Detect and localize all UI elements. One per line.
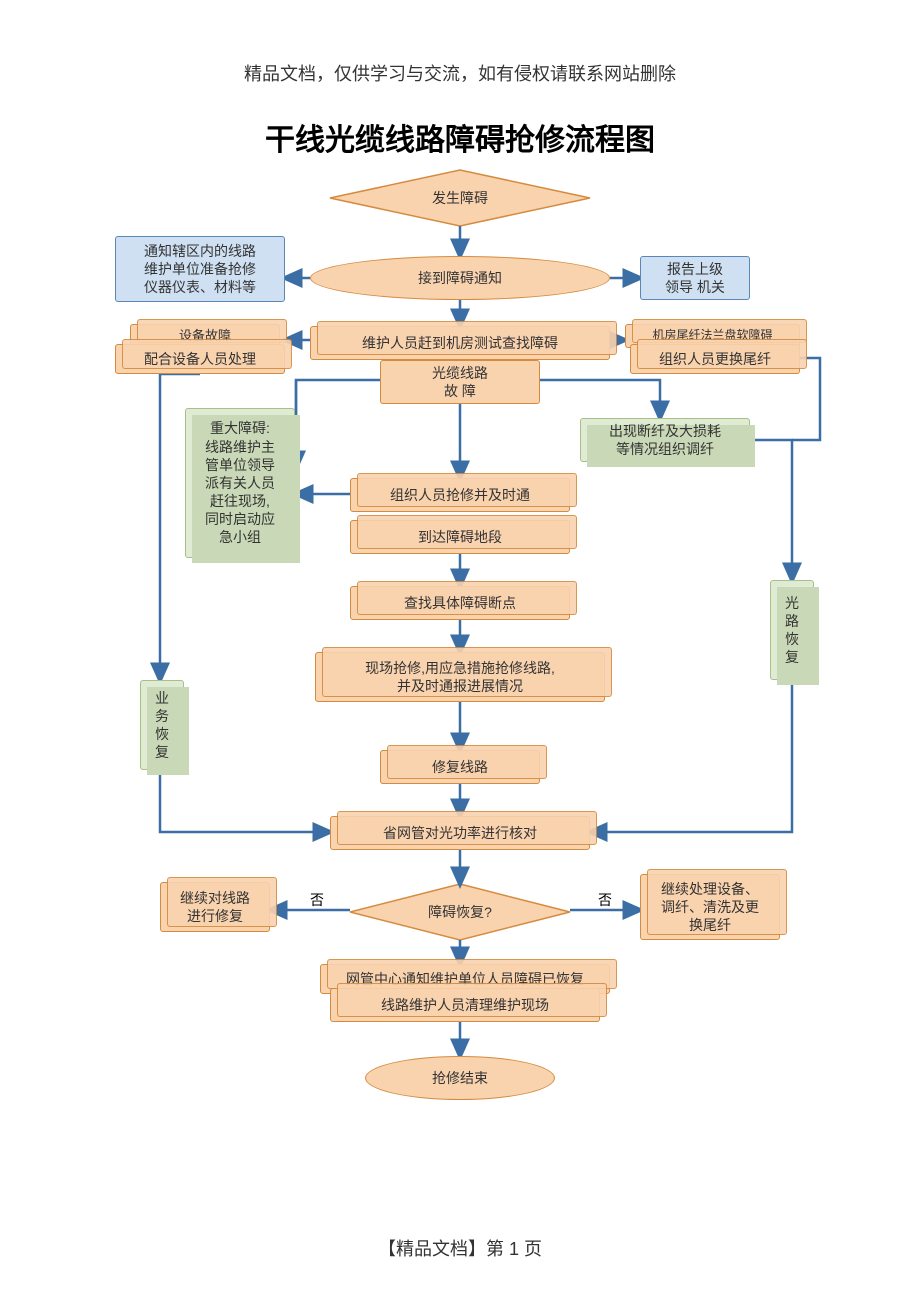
node-text-s1: 配合设备人员处理	[144, 350, 256, 368]
arrow-20	[750, 440, 792, 580]
node-text-r1: 继续对线路 进行修复	[180, 889, 250, 925]
node-text-g2: 出现断纤及大损耗 等情况组织调纤	[609, 422, 721, 458]
node-b2: 报告上级 领导 机关	[640, 256, 750, 300]
node-n3b: 光缆线路 故 障	[380, 360, 540, 404]
label-no_left: 否	[310, 890, 324, 910]
node-r1: 继续对线路 进行修复	[160, 882, 270, 932]
node-text-n9: 省网管对光功率进行核对	[383, 824, 537, 842]
label-no_right: 否	[598, 890, 612, 910]
node-text-n12: 抢修结束	[432, 1069, 488, 1087]
node-text-n1: 发生障碍	[432, 189, 488, 207]
main-title: 干线光缆线路障碍抢修流程图	[0, 115, 920, 159]
node-n5: 到达障碍地段	[350, 520, 570, 554]
node-text-n6: 查找具体障碍断点	[404, 594, 516, 612]
node-n10: 障碍恢复?	[350, 884, 570, 940]
node-n9: 省网管对光功率进行核对	[330, 816, 590, 850]
node-r2: 继续处理设备、 调纤、清洗及更 换尾纤	[640, 874, 780, 940]
node-g3: 业 务 恢 复	[140, 680, 184, 770]
node-text-n3: 维护人员赶到机房测试查找障碍	[362, 334, 558, 352]
node-text-n5: 到达障碍地段	[418, 528, 502, 546]
node-g1: 重大障碍: 线路维护主 管单位领导 派有关人员 赶往现场, 同时启动应 急小组	[185, 408, 295, 558]
node-n8: 修复线路	[380, 750, 540, 784]
node-text-g4: 光 路 恢 复	[785, 594, 799, 667]
node-n3: 维护人员赶到机房测试查找障碍	[310, 326, 610, 360]
node-text-g1: 重大障碍: 线路维护主 管单位领导 派有关人员 赶往现场, 同时启动应 急小组	[205, 419, 275, 546]
arrow-17	[540, 380, 660, 418]
node-b1: 通知辖区内的线路 维护单位准备抢修 仪器仪表、材料等	[115, 236, 285, 302]
node-text-n3b: 光缆线路 故 障	[432, 364, 488, 400]
node-n7: 现场抢修,用应急措施抢修线路, 并及时通报进展情况	[315, 652, 605, 702]
node-n4: 组织人员抢修并及时通	[350, 478, 570, 512]
node-text-n10: 障碍恢复?	[428, 903, 492, 921]
node-n11: 线路维护人员清理维护现场	[330, 988, 600, 1022]
footer: 【精品文档】第 1 页	[0, 1235, 920, 1261]
arrow-19	[160, 770, 330, 832]
arrow-22	[590, 680, 792, 832]
node-n12: 抢修结束	[365, 1056, 555, 1100]
node-text-n2: 接到障碍通知	[418, 269, 502, 287]
node-s2: 组织人员更换尾纤	[630, 344, 800, 374]
node-text-n4: 组织人员抢修并及时通	[390, 486, 530, 504]
node-text-n8: 修复线路	[432, 758, 488, 776]
node-n1: 发生障碍	[330, 170, 590, 226]
node-text-s2: 组织人员更换尾纤	[659, 350, 771, 368]
node-text-n11: 线路维护人员清理维护现场	[381, 996, 549, 1014]
node-text-b1: 通知辖区内的线路 维护单位准备抢修 仪器仪表、材料等	[144, 242, 256, 297]
arrow-14	[296, 380, 380, 468]
header-note: 精品文档，仅供学习与交流，如有侵权请联系网站删除	[0, 60, 920, 86]
node-text-r2: 继续处理设备、 调纤、清洗及更 换尾纤	[661, 880, 759, 935]
node-text-n7: 现场抢修,用应急措施抢修线路, 并及时通报进展情况	[365, 659, 555, 695]
node-n2: 接到障碍通知	[310, 256, 610, 300]
node-text-b2: 报告上级 领导 机关	[665, 260, 725, 296]
node-n6: 查找具体障碍断点	[350, 586, 570, 620]
node-text-g3: 业 务 恢 复	[155, 689, 169, 762]
node-s1: 配合设备人员处理	[115, 344, 285, 374]
node-g4: 光 路 恢 复	[770, 580, 814, 680]
node-g2: 出现断纤及大损耗 等情况组织调纤	[580, 418, 750, 462]
